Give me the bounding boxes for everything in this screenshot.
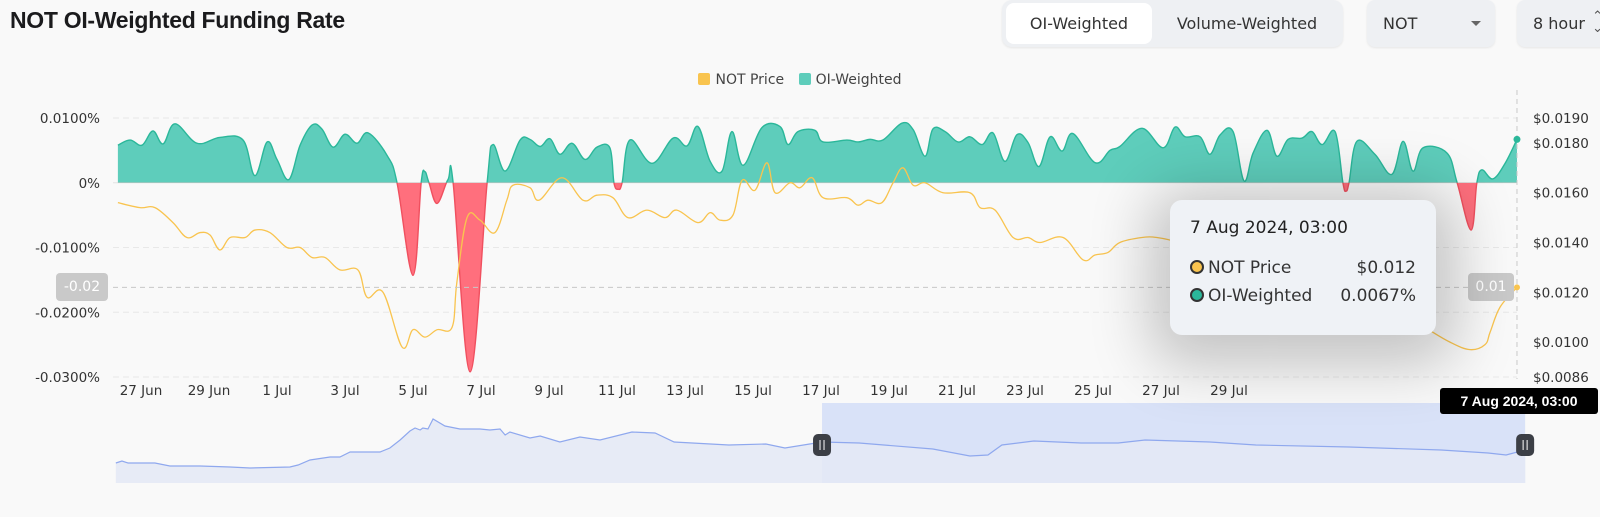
tooltip-row-oi-weighted: OI-Weighted 0.0067% (1190, 282, 1416, 310)
left-axis-tick-label: -0.0200% (35, 305, 100, 321)
handle-body (1516, 434, 1535, 456)
right-axis-tick-label: $0.0120 (1533, 285, 1589, 301)
left-axis-tick-label: 0% (79, 176, 101, 192)
x-axis-tick-label: 29 Jun (188, 383, 231, 399)
chevron-down-icon (1471, 21, 1481, 26)
x-axis-tick-label: 27 Jul (1142, 383, 1180, 399)
interval-select-value: 8 hour (1533, 14, 1585, 33)
x-axis-tick-label: 3 Jul (330, 383, 359, 399)
handle-body (813, 434, 832, 456)
price-dot-icon (1190, 260, 1204, 274)
legend-swatch-oi-weighted (798, 73, 811, 85)
navigator-handle-left[interactable] (813, 434, 832, 456)
x-axis-tick-label: 21 Jul (938, 383, 976, 399)
x-axis-tick-label: 11 Jul (598, 383, 636, 399)
left-axis-tick-label: -0.0300% (35, 370, 100, 386)
legend-item-oi-weighted[interactable]: OI-Weighted (798, 72, 902, 88)
right-axis-tick-label: $0.0086 (1533, 370, 1589, 386)
tooltip-row-price: NOT Price $0.012 (1190, 254, 1416, 282)
interval-select[interactable]: 8 hour ⌃ ⌄ (1517, 0, 1600, 47)
x-axis-tick-label: 15 Jul (734, 383, 772, 399)
legend-swatch-price (698, 73, 711, 85)
price-point-marker (1513, 284, 1520, 291)
right-axis-tick-label: $0.0140 (1533, 236, 1589, 252)
oi-weighted-dot-icon (1190, 288, 1204, 302)
page-title: NOT OI-Weighted Funding Rate (10, 7, 345, 33)
right-axis-tick-label: $0.0180 (1533, 136, 1589, 152)
x-axis-tick-label: 5 Jul (398, 383, 427, 399)
tooltip-label: OI-Weighted (1208, 286, 1313, 306)
funding-positive-area (117, 122, 1517, 183)
weighting-toggle: OI-Weighted Volume-Weighted (1002, 0, 1343, 47)
symbol-select-value: NOT (1383, 14, 1418, 33)
tooltip: 7 Aug 2024, 03:00 NOT Price $0.012 OI-We… (1170, 200, 1436, 335)
funding-negative-area (117, 182, 1517, 372)
funding-point-marker (1513, 135, 1521, 143)
tooltip-date: 7 Aug 2024, 03:00 (1190, 218, 1348, 238)
navigator-line (115, 418, 1526, 469)
x-axis-tick-label: 29 Jul (1210, 383, 1248, 399)
x-axis-tick-label: 19 Jul (870, 383, 908, 399)
right-axis-tick-label: $0.0100 (1533, 335, 1589, 351)
legend-label: NOT Price (715, 72, 785, 88)
x-axis-tick-label: 7 Jul (466, 383, 495, 399)
crosshair-x-label: 7 Aug 2024, 03:00 (1440, 388, 1598, 414)
tooltip-value: 0.0067% (1340, 286, 1416, 306)
legend-label: OI-Weighted (815, 72, 902, 88)
x-axis-tick-label: 27 Jun (120, 383, 163, 399)
x-axis-tick-label: 1 Jul (262, 383, 291, 399)
x-axis-tick-label: 25 Jul (1074, 383, 1112, 399)
x-axis-tick-label: 13 Jul (666, 383, 704, 399)
right-axis-tick-label: $0.0160 (1533, 186, 1589, 202)
crosshair-right-label: 0.01 (1468, 273, 1514, 301)
tooltip-label: NOT Price (1208, 258, 1292, 278)
tab-volume-weighted[interactable]: Volume-Weighted (1176, 14, 1318, 33)
navigator-handle-right[interactable] (1516, 434, 1535, 456)
symbol-select[interactable]: NOT (1367, 0, 1495, 47)
legend-item-price[interactable]: NOT Price (698, 72, 784, 88)
crosshair-left-label: -0.02 (56, 273, 108, 301)
tab-oi-weighted[interactable]: OI-Weighted (1006, 3, 1152, 44)
left-axis-tick-label: 0.0100% (40, 111, 100, 127)
tooltip-value: $0.012 (1356, 258, 1416, 278)
chart-legend: NOT Price OI-Weighted (0, 72, 1600, 88)
funding-positive-line (117, 121, 1518, 183)
right-axis-tick-label: $0.0190 (1533, 111, 1589, 127)
x-axis-tick-label: 9 Jul (534, 383, 563, 399)
up-down-chevron-icon: ⌃ ⌄ (1592, 9, 1600, 36)
x-axis-tick-label: 17 Jul (802, 383, 840, 399)
left-axis-tick-label: -0.0100% (35, 241, 100, 257)
x-axis-tick-label: 23 Jul (1006, 383, 1044, 399)
